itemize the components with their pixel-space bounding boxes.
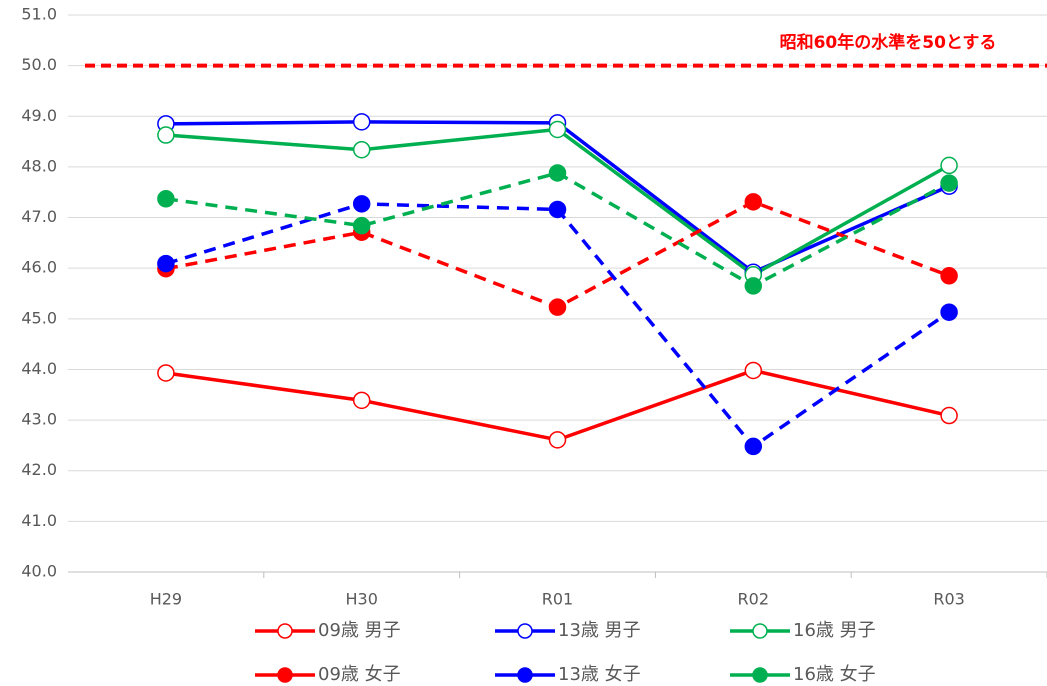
marker (940, 303, 958, 321)
reference-label: 昭和60年の水準を50とする (780, 32, 997, 53)
marker (157, 126, 175, 144)
marker (744, 277, 763, 295)
y-tick-label: 46.0 (21, 258, 57, 277)
marker (157, 190, 175, 208)
marker (548, 120, 567, 139)
marker (940, 174, 958, 192)
y-tick-label: 50.0 (21, 55, 57, 74)
marker (352, 140, 371, 159)
x-tick-label: R03 (933, 590, 964, 609)
legend-marker (517, 623, 533, 639)
x-tick-label: H29 (150, 590, 182, 609)
y-tick-label: 47.0 (21, 207, 57, 226)
y-tick-label: 45.0 (21, 308, 57, 327)
legend-marker (277, 623, 293, 639)
x-tick-label: R01 (542, 590, 573, 609)
marker (940, 267, 958, 285)
legend-label: 13歳 女子 (558, 664, 641, 685)
marker (744, 193, 763, 211)
y-tick-label: 40.0 (21, 562, 57, 581)
y-tick-label: 49.0 (21, 106, 57, 125)
series-line (165, 202, 951, 449)
marker (940, 156, 958, 175)
legend-label: 16歳 女子 (793, 664, 876, 685)
x-tick-label: H30 (346, 590, 378, 609)
marker (157, 254, 175, 273)
marker (940, 406, 958, 425)
series-line (165, 368, 950, 442)
marker (352, 391, 371, 410)
legend-marker (277, 667, 293, 683)
legend-label: 09歳 女子 (318, 664, 401, 685)
legend-label: 13歳 男子 (558, 620, 641, 641)
marker (352, 113, 371, 131)
legend-marker (752, 623, 768, 639)
y-tick-label: 43.0 (21, 410, 57, 429)
y-tick-label: 44.0 (21, 359, 57, 378)
marker (744, 361, 763, 380)
marker (548, 164, 567, 182)
y-tick-label: 42.0 (21, 460, 57, 479)
y-tick-label: 41.0 (21, 511, 57, 530)
legend-label: 16歳 男子 (793, 620, 876, 641)
legend-marker (517, 667, 533, 683)
x-tick-label: R02 (738, 590, 769, 609)
marker (352, 195, 371, 213)
y-tick-label: 51.0 (21, 5, 57, 24)
marker (548, 200, 567, 219)
marker (548, 431, 567, 449)
marker (157, 364, 175, 382)
marker (352, 216, 371, 235)
marker (744, 437, 763, 456)
marker (548, 298, 567, 316)
legend-label: 09歳 男子 (318, 620, 401, 641)
y-tick-label: 48.0 (21, 156, 57, 175)
legend-marker (752, 667, 768, 683)
